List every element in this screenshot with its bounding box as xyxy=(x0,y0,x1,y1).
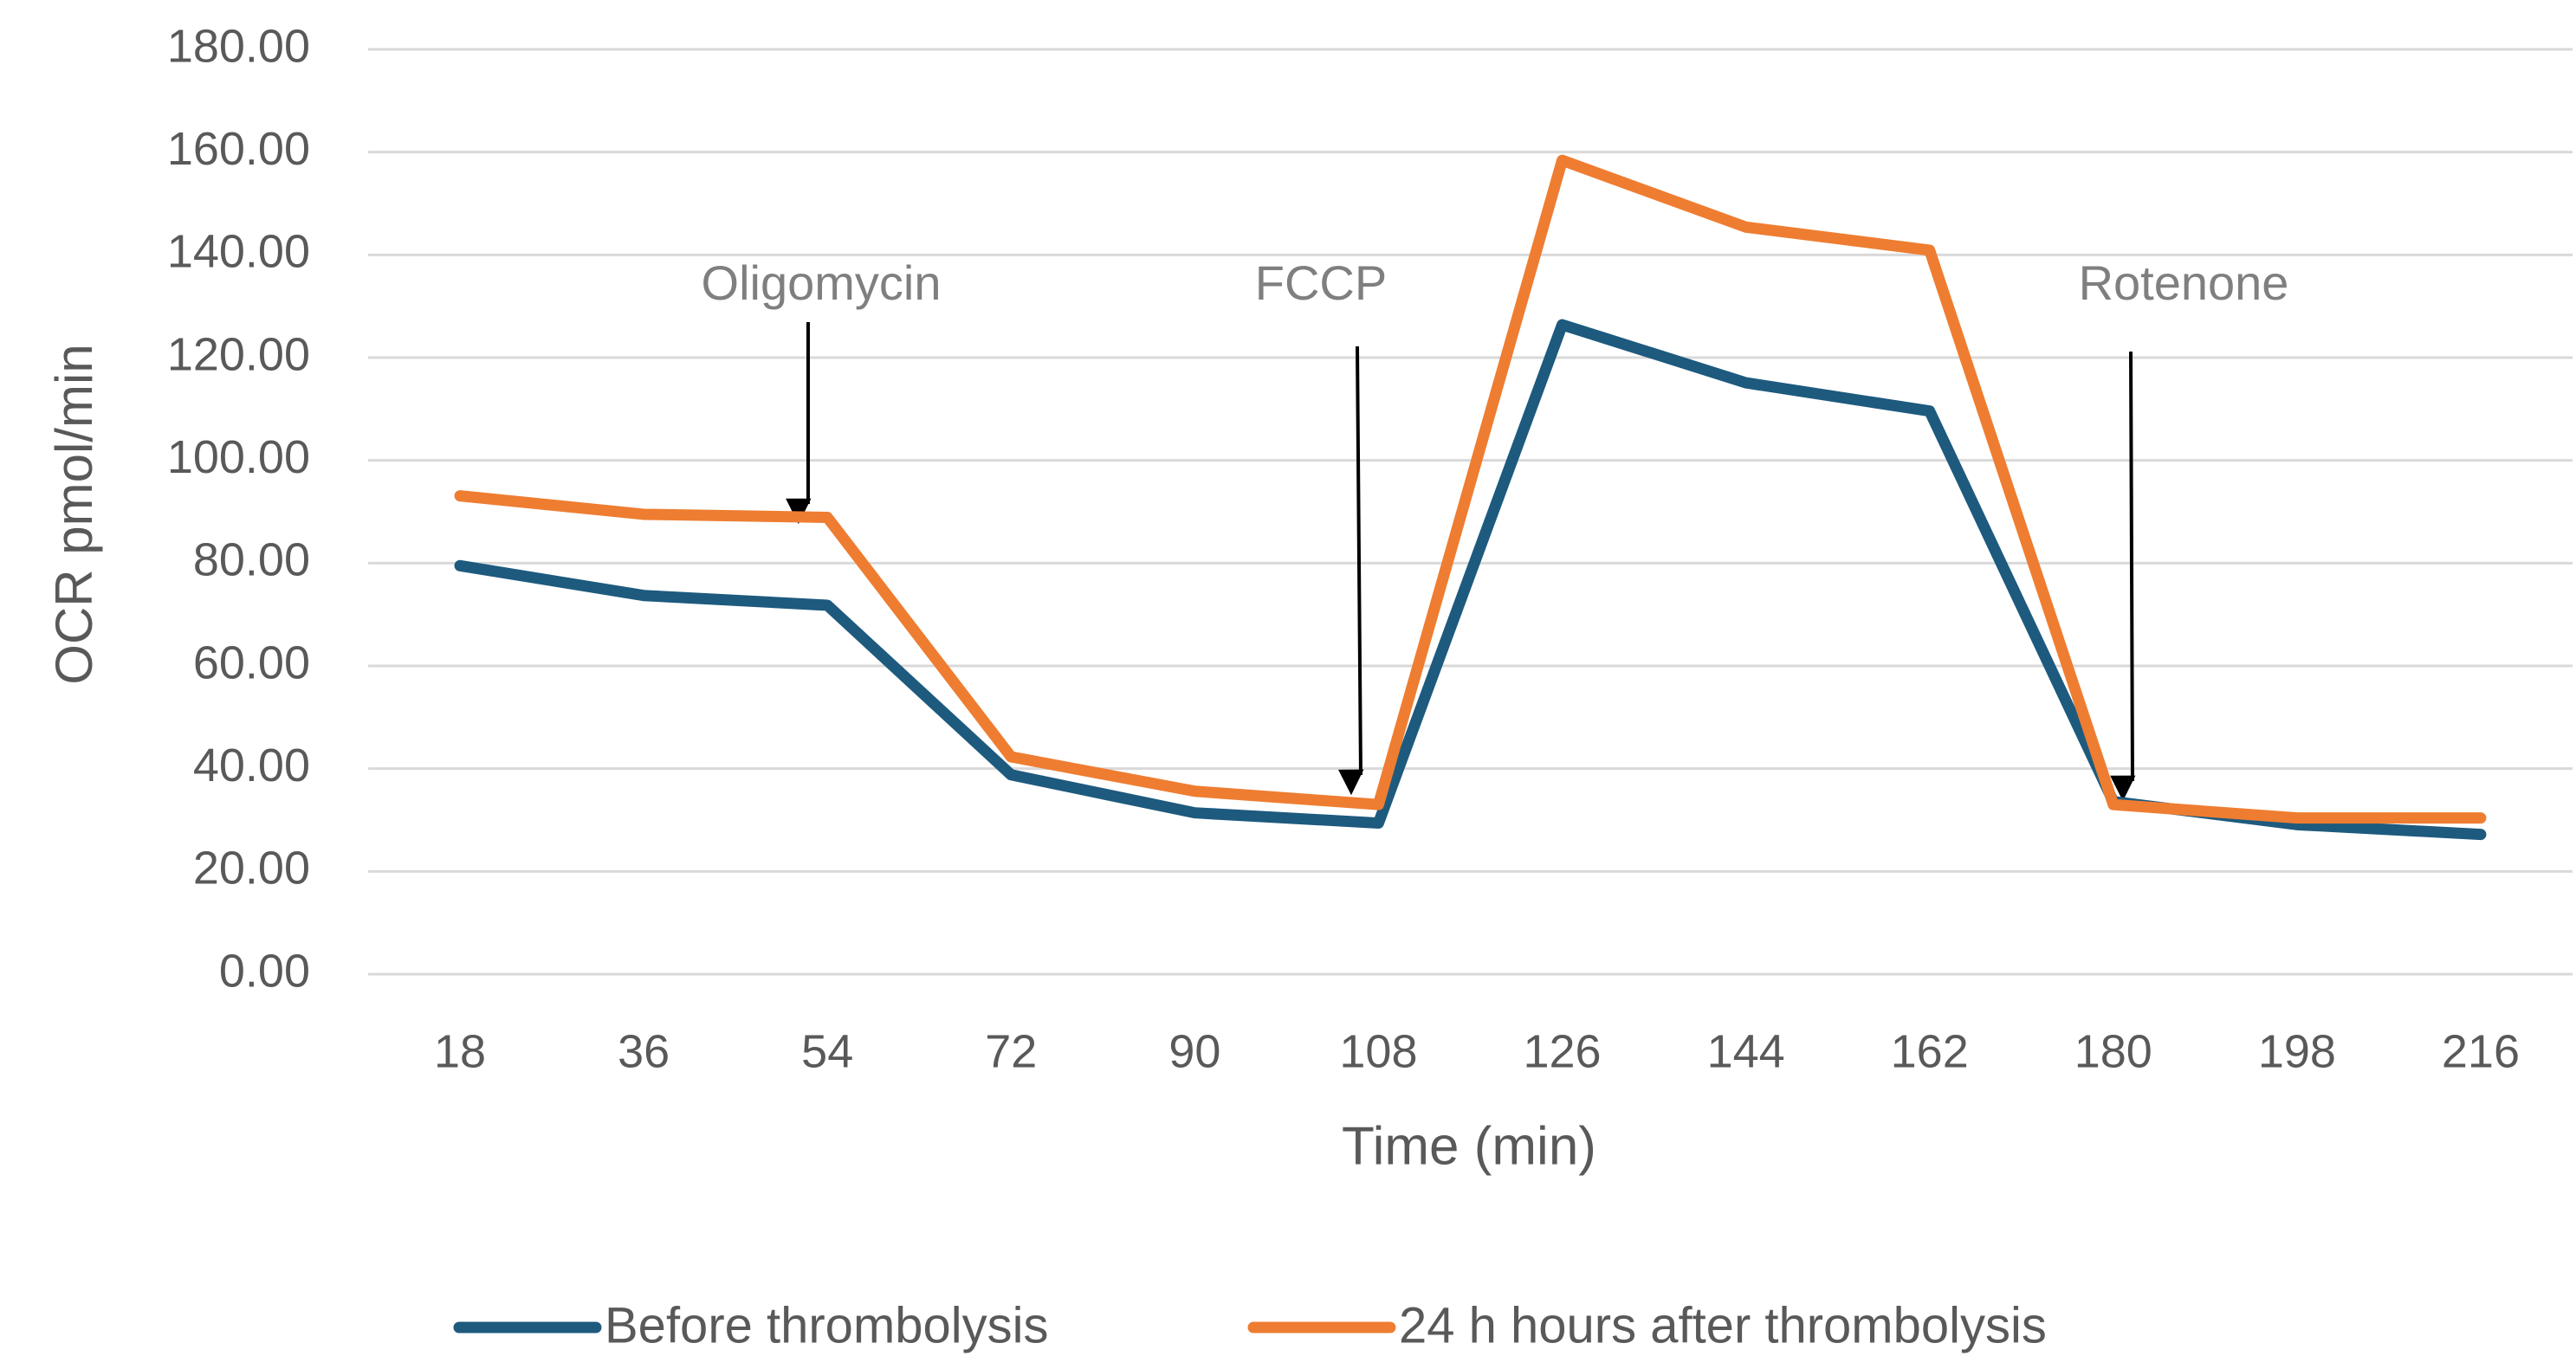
arrow xyxy=(1338,345,1364,796)
y-tick-label: 140.00 xyxy=(167,226,310,278)
legend-label: Before thrombolysis xyxy=(605,1297,1049,1353)
y-tick-label: 60.00 xyxy=(193,636,310,688)
x-tick-label: 54 xyxy=(801,1025,853,1077)
annotation: FCCP xyxy=(1255,255,1387,310)
y-tick-label: 120.00 xyxy=(167,328,310,380)
data-line xyxy=(454,319,2487,841)
x-tick-label: 72 xyxy=(985,1025,1037,1077)
annotation: Rotenone xyxy=(2079,255,2289,310)
y-tick-label: 20.00 xyxy=(193,843,310,894)
annotations: Oligomycin FCCP Rotenone xyxy=(702,255,2289,802)
y-tick-label: 80.00 xyxy=(193,534,310,586)
x-tick-label: 36 xyxy=(618,1025,670,1077)
arrow xyxy=(2110,351,2136,802)
x-axis-title: Time (min) xyxy=(1342,1116,1596,1176)
x-tick-label: 180 xyxy=(2074,1025,2152,1077)
x-tick-label: 108 xyxy=(1339,1025,1417,1077)
x-tick-label: 198 xyxy=(2258,1025,2336,1077)
y-tick-label: 40.00 xyxy=(193,739,310,791)
y-tick-label: 180.00 xyxy=(167,20,310,72)
data-line xyxy=(454,154,2487,824)
annotation: Oligomycin xyxy=(702,255,942,310)
x-tick-label: 162 xyxy=(1891,1025,1969,1077)
y-tick-label: 100.00 xyxy=(167,431,310,483)
x-tick-label: 216 xyxy=(2442,1025,2520,1077)
y-tick-label: 160.00 xyxy=(167,123,310,175)
y-tick-label: 0.00 xyxy=(219,945,310,997)
x-tick-label: 18 xyxy=(434,1025,486,1077)
x-tick-label: 126 xyxy=(1523,1025,1601,1077)
x-tick-label: 144 xyxy=(1707,1025,1785,1077)
x-tick-label: 90 xyxy=(1168,1025,1220,1077)
y-axis-title: OCR pmol/min xyxy=(45,344,103,684)
legend-label: 24 h hours after thrombolysis xyxy=(1399,1297,2047,1353)
